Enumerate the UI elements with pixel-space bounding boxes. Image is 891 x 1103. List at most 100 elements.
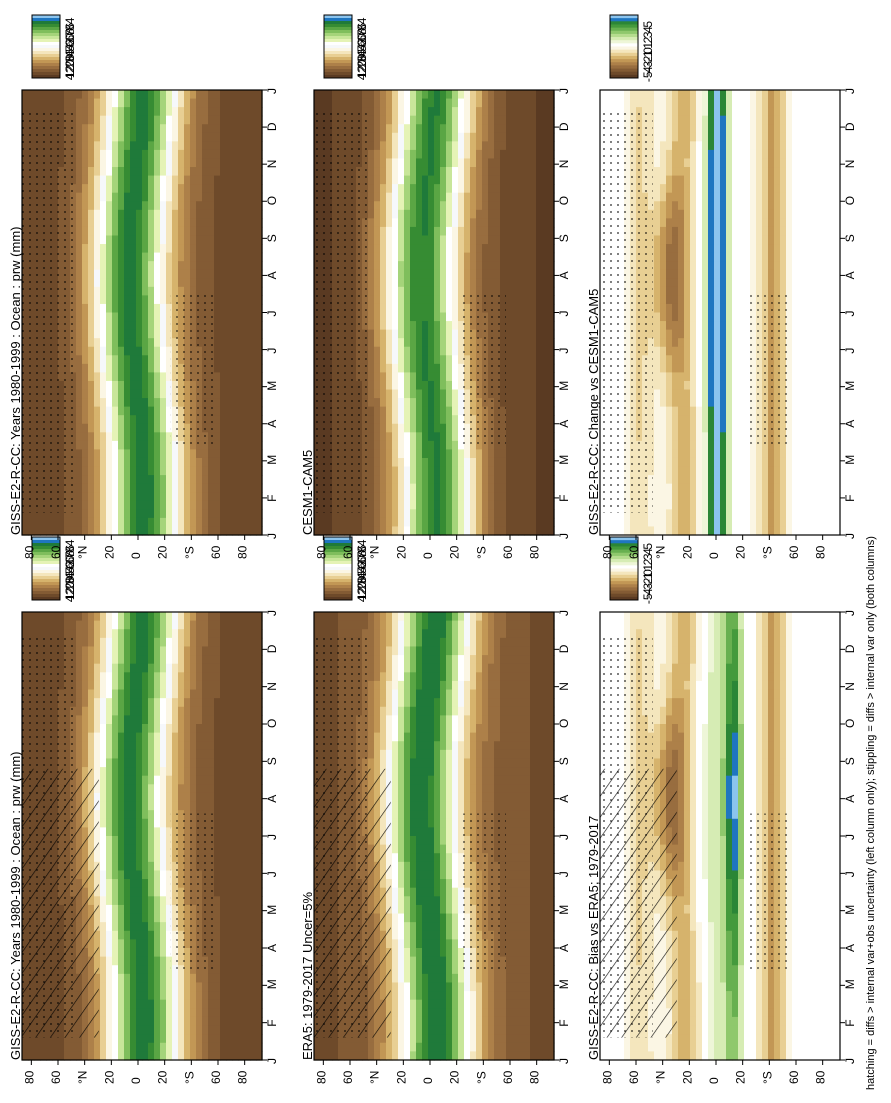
heat-cell (118, 870, 125, 879)
heat-cell (536, 638, 543, 647)
heat-cell (536, 965, 543, 974)
heat-cell (250, 1034, 257, 1043)
heat-cell (184, 646, 191, 655)
heat-cell (106, 991, 113, 1000)
heat-cell (40, 1051, 47, 1060)
heat-cell (446, 1017, 453, 1026)
heat-cell (452, 957, 459, 966)
heat-cell (482, 1000, 489, 1009)
heat-cell (416, 965, 423, 974)
heat-cell (476, 974, 483, 983)
heat-cell (124, 819, 131, 828)
heat-cell (368, 646, 375, 655)
heat-cell (244, 1000, 251, 1009)
heat-cell (422, 767, 429, 776)
heat-cell (88, 690, 95, 699)
heat-cell (392, 612, 399, 621)
heat-cell (452, 655, 459, 664)
heat-cell (178, 1051, 185, 1060)
heat-cell (524, 957, 531, 966)
heat-cell (380, 655, 387, 664)
heat-cell (458, 612, 465, 621)
heat-cell (506, 879, 513, 888)
heat-cell (208, 767, 215, 776)
heat-cell (428, 914, 435, 923)
heat-cell (238, 810, 245, 819)
heat-cell (118, 965, 125, 974)
heat-cell (440, 681, 447, 690)
heat-cell (64, 621, 71, 630)
heat-cell (512, 802, 519, 811)
heat-cell (196, 767, 203, 776)
heat-cell (208, 698, 215, 707)
heat-cell (380, 629, 387, 638)
heat-cell (238, 914, 245, 923)
heat-cell (172, 655, 179, 664)
heat-cell (542, 1026, 549, 1035)
heat-cell (458, 621, 465, 630)
heat-cell (416, 827, 423, 836)
heat-cell (160, 621, 167, 630)
heat-cell (178, 1000, 185, 1009)
heat-cell (202, 793, 209, 802)
heat-cell (672, 750, 679, 759)
heat-cell (434, 655, 441, 664)
heat-cell (172, 982, 179, 991)
heat-cell (196, 672, 203, 681)
heat-cell (464, 698, 471, 707)
heat-cell (124, 707, 131, 716)
heat-cell (440, 1043, 447, 1052)
heat-cell (482, 655, 489, 664)
heat-cell (118, 681, 125, 690)
heat-cell (40, 621, 47, 630)
heat-cell (142, 802, 149, 811)
heat-cell (452, 905, 459, 914)
heat-cell (112, 733, 119, 742)
heat-cell (130, 991, 137, 1000)
heat-cell (160, 664, 167, 673)
heat-cell (94, 698, 101, 707)
colorbar-swatch (324, 573, 352, 576)
heat-cell (250, 1008, 257, 1017)
heat-cell (446, 853, 453, 862)
heat-cell (536, 1043, 543, 1052)
heat-cell (250, 1051, 257, 1060)
heat-cell (452, 1026, 459, 1035)
heat-cell (208, 776, 215, 785)
heat-cell (404, 629, 411, 638)
heat-cell (518, 672, 525, 681)
heat-cell (220, 810, 227, 819)
heat-cell (208, 802, 215, 811)
heat-cell (82, 750, 89, 759)
heat-cell (178, 621, 185, 630)
heat-cell (238, 638, 245, 647)
heat-cell (148, 974, 155, 983)
heat-cell (106, 646, 113, 655)
heat-cell (250, 750, 257, 759)
heat-cell (244, 1017, 251, 1026)
heat-cell (398, 905, 405, 914)
heat-cell (220, 888, 227, 897)
heat-cell (208, 612, 215, 621)
heat-cell (416, 672, 423, 681)
heat-cell (380, 672, 387, 681)
heat-cell (374, 681, 381, 690)
heat-cell (398, 1051, 405, 1060)
heat-cell (452, 672, 459, 681)
stippling-region (463, 814, 506, 971)
heat-cell (404, 784, 411, 793)
heat-cell (518, 638, 525, 647)
heat-cell (410, 793, 417, 802)
heat-cell (232, 853, 239, 862)
heat-cell (250, 715, 257, 724)
heat-cell (76, 750, 83, 759)
heat-cell (202, 784, 209, 793)
heat-cell (196, 1017, 203, 1026)
heat-cell (220, 957, 227, 966)
heat-cell (470, 1008, 477, 1017)
heat-cell (386, 715, 393, 724)
heat-cell (214, 1043, 221, 1052)
heat-cell (410, 784, 417, 793)
heat-cell (178, 690, 185, 699)
heat-cell (440, 758, 447, 767)
